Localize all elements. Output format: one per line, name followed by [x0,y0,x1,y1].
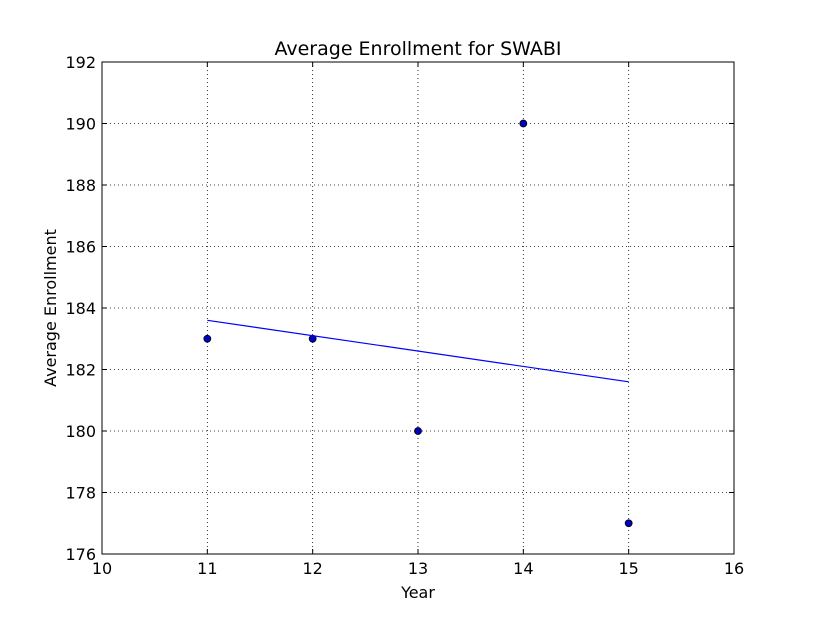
axis-ticks: 10 11 12 13 14 15 16 176 178 180 182 184 186 188 190 19… [65,53,744,578]
series-layer [203,119,633,528]
y-tick-label: 192 [65,53,96,72]
y-tick-label: 188 [65,176,96,195]
y-tick-label: 182 [65,361,96,380]
x-tick-label: 11 [197,559,217,578]
y-tick-label: 184 [65,299,96,318]
x-axis-label: Year [400,583,435,602]
data-point [624,519,633,528]
x-tick-label: 14 [513,559,533,578]
trend-line [207,319,629,383]
x-tick-label: 15 [618,559,638,578]
x-tick-label: 12 [302,559,322,578]
x-tick-label: 10 [92,559,112,578]
y-tick-label: 186 [65,238,96,257]
data-point [414,427,422,435]
y-axis-label: Average Enrollment [41,229,60,387]
grid-lines [101,61,735,555]
y-tick-label: 178 [65,484,96,503]
x-tick-label: 13 [408,559,428,578]
x-tick-label: 16 [724,559,744,578]
data-point [203,334,212,343]
y-tick-label: 190 [65,115,96,134]
chart-title: Average Enrollment for SWABI [274,38,561,60]
y-tick-label: 180 [65,422,96,441]
data-point [519,119,528,128]
y-tick-label: 176 [65,545,96,564]
